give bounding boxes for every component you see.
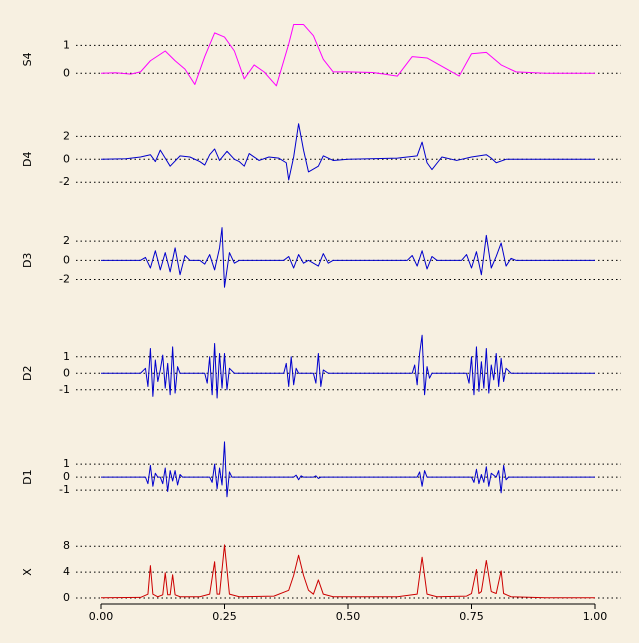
series-line-d4 — [100, 123, 595, 181]
panel-d2: D2 1 0 -1 — [21, 334, 621, 399]
series-line-d1 — [101, 441, 595, 498]
y-tick-label: -2 — [59, 273, 70, 286]
panel-d4: D4 2 0 -2 — [21, 123, 621, 188]
series-line-d2 — [101, 334, 595, 399]
panel-s4: S4 1 0 — [21, 24, 621, 87]
x-axis: 0.00 0.25 0.50 0.75 1.00 — [89, 603, 608, 623]
y-tick-label: -1 — [59, 483, 70, 496]
y-tick-label: 4 — [63, 565, 70, 578]
panel-label: S4 — [21, 52, 34, 66]
panel-label: D3 — [21, 253, 34, 268]
panel-label: D2 — [21, 366, 34, 381]
x-tick-label: 0.75 — [459, 610, 484, 623]
x-tick-label: 1.00 — [583, 610, 608, 623]
y-tick-label: -1 — [59, 383, 70, 396]
y-tick-label: 2 — [63, 234, 70, 247]
panel-label: D4 — [21, 152, 34, 167]
series-line-d3 — [101, 227, 595, 288]
y-tick-label: 0 — [63, 366, 70, 379]
y-tick-label: 8 — [63, 539, 70, 552]
x-tick-label: 0.50 — [336, 610, 361, 623]
y-tick-label: 0 — [63, 66, 70, 79]
y-tick-label: -2 — [59, 175, 70, 188]
series-line-s4 — [100, 24, 595, 87]
y-tick-label: 2 — [63, 129, 70, 142]
y-tick-label: 0 — [63, 152, 70, 165]
series-line-x — [100, 544, 595, 599]
panel-label: D1 — [21, 469, 34, 484]
panel-d3: D3 2 0 -2 — [21, 227, 621, 288]
y-tick-label: 1 — [63, 350, 70, 363]
x-tick-label: 0.00 — [89, 610, 114, 623]
panel-x: X 8 4 0 — [21, 539, 621, 604]
y-tick-label: 1 — [63, 457, 70, 470]
panel-label: X — [21, 568, 34, 576]
y-tick-label: 0 — [63, 591, 70, 604]
y-tick-label: 0 — [63, 253, 70, 266]
y-tick-label: 0 — [63, 470, 70, 483]
panel-d1: D1 10-1 — [21, 441, 621, 498]
y-tick-label: 1 — [63, 38, 70, 51]
x-tick-label: 0.25 — [212, 610, 237, 623]
